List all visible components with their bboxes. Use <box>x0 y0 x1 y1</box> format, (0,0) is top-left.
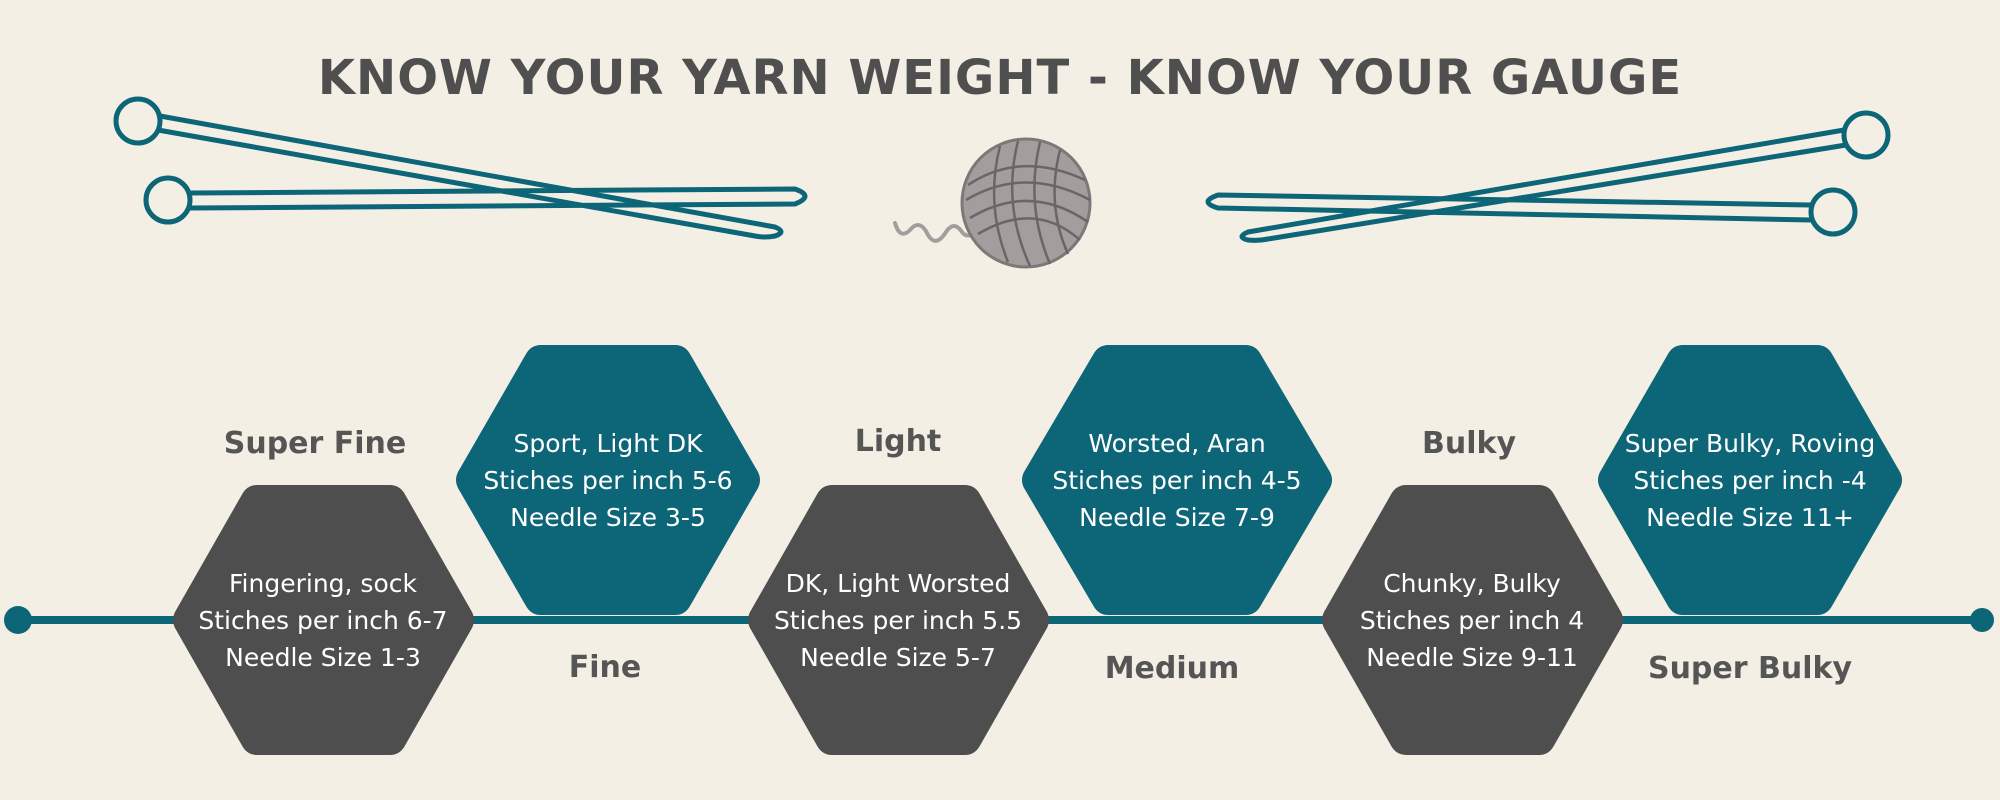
hexagon-shape <box>172 485 474 755</box>
hexagon-text-line: Needle Size 1-3 <box>225 642 421 672</box>
yarn-weight-hexagon: DK, Light Worsted Stiches per inch 5.5 Nee… <box>746 485 1051 755</box>
hexagon-text-line: Worsted, Aran <box>1088 428 1266 458</box>
hexagon-shape <box>1321 485 1623 755</box>
yarn-weight-label: Medium <box>1104 651 1240 686</box>
hexagon-text-line: Stiches per inch 4 <box>1359 605 1585 635</box>
hexagon-text-line: Stiches per inch 4-5 <box>1052 465 1302 495</box>
hexagon-text-line: Needle Size 5-7 <box>800 642 996 672</box>
hexagon-text: Sport, Light DK Stiches per inch 5-6 Needl… <box>454 345 762 615</box>
hexagon-text-line: Stiches per inch -4 <box>1633 465 1867 495</box>
hexagon-text-line: DK, Light Worsted <box>785 568 1011 598</box>
knitting-needles-icon <box>1205 110 1891 243</box>
hexagon-text: DK, Light Worsted Stiches per inch 5.5 Nee… <box>746 485 1051 755</box>
hexagon-text-line: Super Bulky, Roving <box>1624 428 1876 458</box>
hexagon-text-line: Chunky, Bulky <box>1383 568 1561 598</box>
hexagon-shape <box>1598 345 1902 615</box>
hexagon-text: Fingering, sock Stiches per inch 6-7 Needl… <box>171 485 476 755</box>
hexagon-text-line: Stiches per inch 5.5 <box>773 605 1023 635</box>
yarn-ball-icon <box>893 137 1092 269</box>
hexagon-shape <box>1022 345 1332 615</box>
yarn-weight-label: Bulky <box>1421 426 1516 461</box>
hexagon-text-line: Needle Size 7-9 <box>1079 502 1275 532</box>
yarn-weight-hexagon: Worsted, Aran Stiches per inch 4-5 Needle … <box>1020 345 1334 615</box>
hexagon-text-line: Needle Size 9-11 <box>1366 642 1578 672</box>
yarn-weight-hexagon: Fingering, sock Stiches per inch 6-7 Needl… <box>171 485 476 755</box>
hexagon-text-line: Stiches per inch 5-6 <box>483 465 733 495</box>
hexagon-text-line: Stiches per inch 6-7 <box>198 605 448 635</box>
hexagon-shape <box>456 345 760 615</box>
hexagon-shape <box>747 485 1049 755</box>
yarn-weight-hexagon: Super Bulky, Roving Stiches per inch -4 Ne… <box>1596 345 1904 615</box>
yarn-weight-hexagon: Chunky, Bulky Stiches per inch 4 Needle Si… <box>1320 485 1625 755</box>
hexagon-text-line: Sport, Light DK <box>513 428 703 458</box>
yarn-weight-label: Fine <box>568 650 642 685</box>
hexagon-text-line: Needle Size 3-5 <box>510 502 706 532</box>
hexagon-text-line: Needle Size 11+ <box>1646 502 1854 532</box>
hexagon-text-line: Fingering, sock <box>229 568 417 598</box>
page-title: KNOW YOUR YARN WEIGHT - KNOW YOUR GAUGE <box>317 50 1683 106</box>
knitting-needles-icon <box>113 96 808 240</box>
yarn-weight-label: Light <box>854 424 942 459</box>
hexagon-text: Chunky, Bulky Stiches per inch 4 Needle Si… <box>1320 485 1625 755</box>
yarn-weight-label: Super Fine <box>223 426 407 461</box>
hexagon-text: Worsted, Aran Stiches per inch 4-5 Needle … <box>1020 345 1334 615</box>
hexagon-text: Super Bulky, Roving Stiches per inch -4 Ne… <box>1596 345 1904 615</box>
yarn-weight-label: Super Bulky <box>1647 651 1853 686</box>
yarn-weight-hexagon: Sport, Light DK Stiches per inch 5-6 Needl… <box>454 345 762 615</box>
